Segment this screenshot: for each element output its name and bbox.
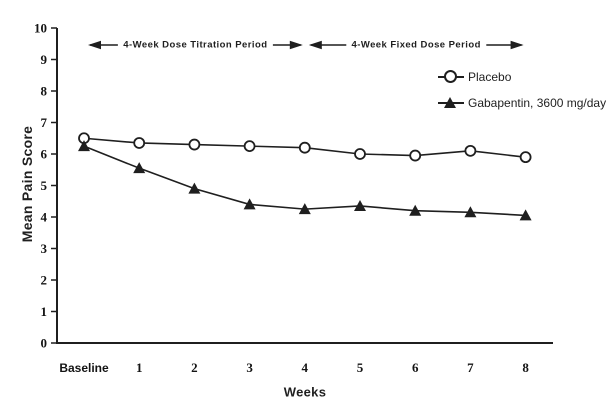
svg-text:3: 3 [246, 360, 253, 375]
data-point-open-circle [243, 140, 256, 153]
svg-text:3: 3 [41, 241, 48, 256]
svg-text:5: 5 [41, 178, 48, 193]
legend-item-gabapentin: Gabapentin, 3600 mg/day [438, 96, 606, 110]
x-axis-title: Weeks [283, 384, 327, 400]
svg-text:6: 6 [41, 147, 48, 162]
annotation-fixed-dose-period: 4-Week Fixed Dose Period [346, 39, 486, 51]
svg-text:5: 5 [357, 360, 364, 375]
legend-label: Gabapentin, 3600 mg/day [468, 96, 607, 110]
data-point-filled-triangle [409, 204, 422, 216]
data-point-open-circle [464, 144, 477, 157]
data-point-filled-triangle [354, 199, 366, 211]
svg-text:2: 2 [41, 273, 48, 288]
svg-text:8: 8 [41, 84, 48, 99]
svg-text:6: 6 [412, 360, 419, 375]
series-gabapentin-3600-mg-day [78, 140, 532, 221]
data-point-filled-triangle [519, 209, 532, 221]
svg-text:0: 0 [41, 336, 48, 351]
svg-text:4: 4 [41, 210, 48, 225]
data-point-filled-triangle [78, 140, 90, 152]
data-point-filled-triangle [464, 206, 477, 218]
legend-label: Placebo [468, 70, 512, 84]
y-axis-title: Mean Pain Score [19, 125, 35, 243]
svg-text:2: 2 [191, 360, 198, 375]
svg-text:1: 1 [41, 304, 48, 319]
svg-text:9: 9 [41, 52, 48, 67]
data-point-filled-triangle [133, 162, 146, 174]
legend: Placebo Gabapentin, 3600 mg/day [438, 70, 606, 110]
filled-triangle-marker-icon [438, 96, 464, 110]
series-placebo [78, 132, 532, 164]
data-point-open-circle [188, 138, 201, 151]
open-circle-marker-icon [438, 70, 464, 84]
data-point-open-circle [298, 141, 311, 154]
svg-text:7: 7 [41, 115, 48, 130]
svg-text:8: 8 [522, 360, 529, 375]
data-point-open-circle [354, 148, 366, 160]
data-point-open-circle [519, 151, 532, 164]
svg-text:4: 4 [302, 360, 309, 375]
data-point-open-circle [409, 149, 422, 162]
svg-text:10: 10 [34, 21, 47, 36]
legend-item-placebo: Placebo [438, 70, 606, 84]
annotation-dose-titration-period: 4-Week Dose Titration Period [118, 39, 273, 51]
axes: 0 1 2 3 4 5 6 7 8 9 10 Baseline 1 2 3 4 5 6 7 8 [34, 21, 553, 375]
data-point-open-circle [133, 137, 146, 149]
svg-text:7: 7 [467, 360, 474, 375]
data-point-filled-triangle [188, 182, 201, 194]
svg-text:Baseline: Baseline [59, 361, 109, 375]
data-point-filled-triangle [298, 203, 311, 215]
data-point-filled-triangle [243, 198, 256, 210]
svg-text:1: 1 [136, 360, 143, 375]
